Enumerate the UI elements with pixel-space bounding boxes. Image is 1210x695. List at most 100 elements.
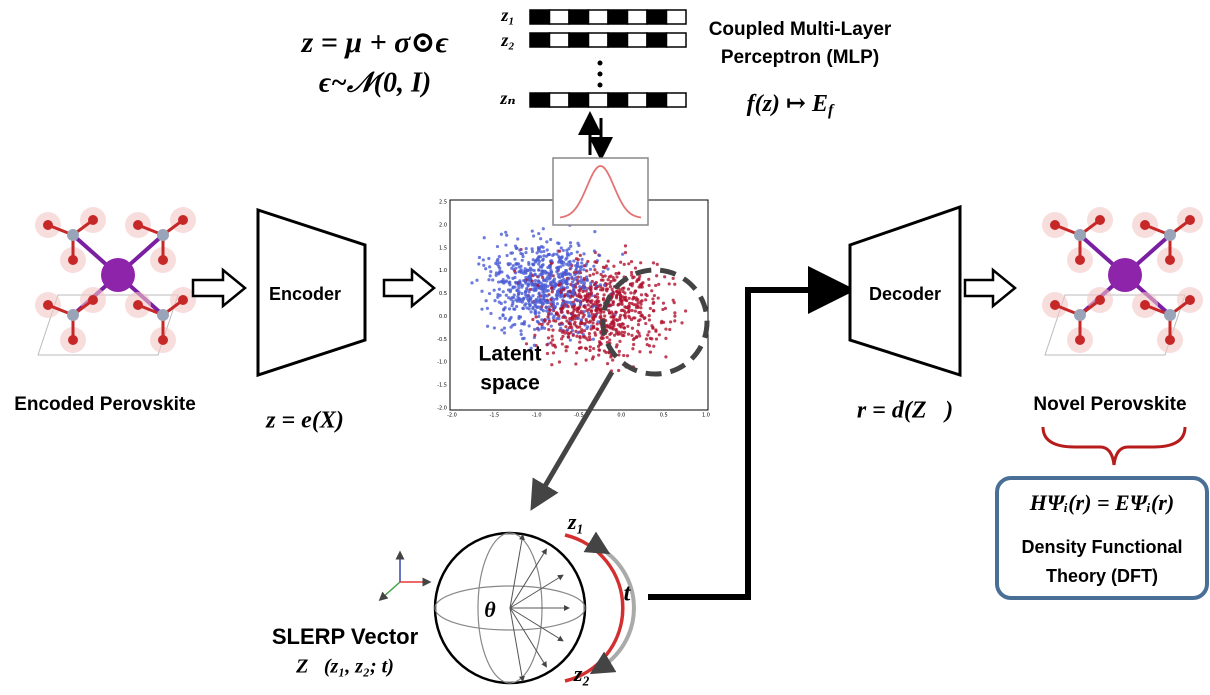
latent-point — [630, 260, 633, 263]
latent-point — [628, 297, 631, 300]
latent-point — [554, 284, 557, 287]
latent-point — [612, 300, 615, 303]
latent-point — [580, 328, 583, 331]
x-tick-label: 0.0 — [617, 413, 625, 419]
latent-point — [673, 301, 676, 304]
latent-point — [603, 349, 606, 352]
oxygen — [1185, 215, 1195, 225]
latent-point — [569, 338, 572, 341]
latent-point — [620, 331, 623, 334]
carbon — [1074, 229, 1086, 241]
ray — [510, 576, 561, 608]
latent-point — [482, 258, 485, 261]
latent-point — [559, 282, 562, 285]
latent-point — [493, 326, 496, 329]
latent-point — [505, 279, 508, 282]
latent-point — [626, 325, 629, 328]
latent-point — [539, 285, 542, 288]
latent-point — [500, 328, 503, 331]
latent-point — [540, 308, 543, 311]
latent-point — [483, 236, 486, 239]
oxygen — [1185, 295, 1195, 305]
latent-point — [493, 289, 496, 292]
latent-point — [609, 280, 612, 283]
latent-point — [615, 329, 618, 332]
latent-point — [612, 265, 615, 268]
latent-point — [650, 337, 653, 340]
latent-point — [593, 260, 596, 263]
latent-point — [597, 353, 600, 356]
latent-point — [546, 294, 549, 297]
latent-point — [578, 299, 581, 302]
bar-cell — [530, 33, 550, 47]
latent-point — [582, 286, 585, 289]
latent-point — [645, 337, 648, 340]
bar-cell — [569, 93, 589, 107]
latent-point — [477, 262, 480, 265]
latent-point — [602, 298, 605, 301]
latent-point — [556, 302, 559, 305]
latent-point — [576, 242, 579, 245]
latent-point — [644, 298, 647, 301]
latent-point — [517, 297, 520, 300]
latent-point — [630, 273, 633, 276]
latent-point — [531, 301, 534, 304]
latent-point — [550, 286, 553, 289]
brace — [1043, 427, 1185, 465]
latent-point — [664, 355, 667, 358]
latent-point — [574, 264, 577, 267]
latent-point — [550, 300, 553, 303]
latent-point — [673, 315, 676, 318]
latent-point — [560, 286, 563, 289]
latent-point — [582, 335, 585, 338]
latent-point — [564, 300, 567, 303]
latent-point — [556, 292, 559, 295]
latent-point — [638, 350, 641, 353]
latent-point — [570, 303, 573, 306]
latent-point — [592, 273, 595, 276]
oxygen — [88, 295, 98, 305]
latent-point — [508, 283, 511, 286]
latent-point — [618, 325, 621, 328]
carbon — [157, 229, 169, 241]
latent-point — [579, 276, 582, 279]
y-tick-label: 0.0 — [439, 314, 447, 320]
latent-point — [557, 268, 560, 271]
bar-cell — [530, 10, 550, 24]
latent-point — [572, 314, 575, 317]
latent-point — [581, 290, 584, 293]
oxygen — [133, 220, 143, 230]
latent-point — [511, 251, 514, 254]
latent-point — [508, 307, 511, 310]
latent-point — [536, 306, 539, 309]
latent-point — [496, 258, 499, 261]
latent-point — [582, 252, 585, 255]
oxygen — [133, 300, 143, 310]
latent-point — [551, 329, 554, 332]
latent-point — [498, 317, 501, 320]
latent-point — [627, 287, 630, 290]
latent-point — [583, 310, 586, 313]
latent-point — [517, 317, 520, 320]
latent-point — [498, 267, 501, 270]
latent-point — [537, 275, 540, 278]
latent-point — [648, 314, 651, 317]
latent-point — [545, 277, 548, 280]
latent-point — [575, 335, 578, 338]
latent-point — [644, 322, 647, 325]
bar-cell — [628, 93, 648, 107]
latent-point — [611, 358, 614, 361]
latent-point — [523, 304, 526, 307]
latent-point — [564, 345, 567, 348]
latent-point — [470, 281, 473, 284]
latent-point — [599, 283, 602, 286]
y-tick-label: 2.0 — [439, 222, 447, 228]
latent-point — [506, 254, 509, 257]
latent-point — [580, 261, 583, 264]
latent-point — [564, 304, 567, 307]
latent-point — [646, 343, 649, 346]
latent-z2: z₂ — [500, 30, 514, 50]
latent-point — [615, 296, 618, 299]
latent-point — [573, 322, 576, 325]
latent-point — [592, 338, 595, 341]
